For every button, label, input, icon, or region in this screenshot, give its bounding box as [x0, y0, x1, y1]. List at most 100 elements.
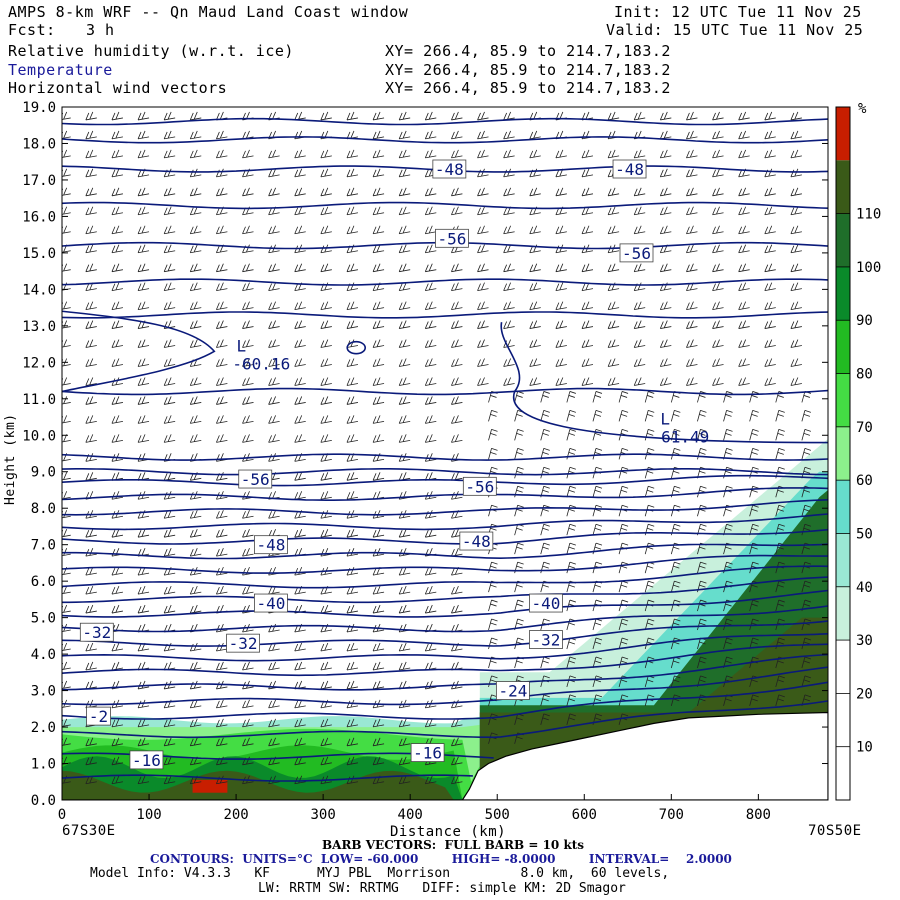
wind-barb — [686, 263, 698, 273]
wind-barb — [320, 358, 332, 367]
wind-barb — [618, 580, 629, 593]
wind-barb — [216, 510, 228, 519]
temperature-contour — [62, 136, 828, 144]
wind-barb — [477, 320, 489, 329]
contour-label: -56 — [438, 229, 467, 248]
wind-barb — [540, 410, 550, 422]
wind-barb — [540, 656, 550, 669]
y-axis-title: Height (km) — [3, 413, 18, 505]
wind-barb — [592, 485, 603, 498]
contour-label-box — [254, 593, 288, 613]
wind-barb — [189, 168, 202, 178]
wind-barb — [503, 225, 515, 235]
wind-barb — [712, 168, 724, 178]
wind-barb — [686, 301, 698, 310]
wind-barb — [137, 111, 150, 121]
wind-barb — [346, 472, 359, 481]
wind-barb — [424, 566, 437, 576]
wind-barb — [320, 187, 332, 197]
wind-barb — [111, 263, 124, 273]
wind-barb — [242, 737, 254, 747]
wind-barb — [633, 358, 646, 367]
wind-barb — [111, 130, 124, 140]
wind-barb — [320, 434, 332, 443]
wind-barb — [451, 130, 463, 140]
wind-barb — [764, 111, 776, 121]
wind-barb — [764, 225, 776, 235]
wind-barb — [85, 263, 97, 273]
wind-barb — [424, 377, 437, 386]
wind-barb — [764, 377, 776, 386]
wind-barb — [451, 737, 463, 747]
wind-barb — [686, 187, 698, 197]
wind-barb — [189, 339, 202, 348]
wind-barb — [633, 225, 646, 235]
wind-barb — [738, 244, 750, 254]
wind-barb — [268, 434, 280, 443]
wind-barb — [372, 149, 385, 159]
wind-barb — [540, 713, 550, 725]
wind-barb — [163, 642, 176, 652]
wind-barb — [346, 737, 359, 747]
wind-barb — [242, 396, 254, 405]
wind-barb — [163, 358, 176, 367]
wind-barb — [712, 149, 724, 159]
wind-barb — [738, 263, 750, 273]
wind-barb — [566, 656, 576, 669]
wind-barb — [268, 699, 280, 709]
wind-barb — [85, 661, 97, 671]
wind-barb — [268, 415, 280, 424]
wind-barb — [320, 756, 332, 766]
wind-barb — [644, 618, 655, 631]
wind-barb — [566, 561, 576, 574]
wind-barb — [790, 244, 802, 254]
y-tick-label: 19.0 — [22, 100, 56, 116]
wind-barb — [451, 301, 463, 310]
wind-barb — [775, 447, 785, 460]
temperature-contour — [62, 499, 828, 516]
wind-barb — [712, 320, 724, 329]
wind-barb — [618, 656, 629, 669]
field-name-wind: Horizontal wind vectors — [8, 79, 228, 97]
wind-barb — [137, 604, 150, 614]
wind-barb — [424, 604, 437, 614]
wind-barb — [581, 377, 594, 386]
y-tick-label: 8.0 — [31, 501, 56, 517]
wind-barb — [111, 301, 124, 310]
wind-barb — [451, 206, 463, 216]
wind-barb — [137, 282, 150, 292]
wind-barb — [163, 225, 176, 235]
wind-barb — [294, 472, 306, 481]
wind-barb — [163, 168, 176, 178]
wind-barb — [592, 391, 603, 403]
wind-barb — [320, 472, 332, 481]
wind-barb — [555, 225, 567, 235]
wind-barb — [633, 301, 646, 310]
wind-barb — [566, 637, 576, 650]
wind-barb — [514, 447, 524, 460]
wind-barb — [189, 661, 202, 671]
wind-barb — [189, 130, 202, 140]
axes-layer: 0.0 1.0 2.0 3.0 4.0 5.0 6.0 7.0 8.0 9.0 10.0 11.0 12… — [22, 100, 828, 823]
wind-barb — [451, 699, 463, 709]
wind-barb — [697, 428, 707, 441]
temperature-contour — [62, 117, 828, 126]
wind-barb — [189, 718, 202, 728]
colorbar-swatch — [836, 693, 850, 747]
wind-barb — [764, 320, 776, 329]
contour-label-box — [238, 469, 273, 489]
wind-barb — [686, 111, 698, 121]
wind-barb — [633, 282, 646, 292]
moist-layer-olive — [62, 712, 828, 800]
temperature-contour — [62, 605, 828, 633]
wind-barb — [451, 187, 463, 197]
contour-label: -16 — [132, 751, 161, 770]
wind-barb — [216, 396, 228, 405]
wind-barb — [85, 320, 97, 329]
wind-barb — [581, 301, 594, 310]
contour-label: -56 — [622, 244, 651, 263]
wind-barb — [503, 168, 515, 178]
wind-barb — [749, 447, 759, 460]
y-tick-label: 0.0 — [31, 793, 56, 809]
wind-barb — [566, 410, 576, 422]
